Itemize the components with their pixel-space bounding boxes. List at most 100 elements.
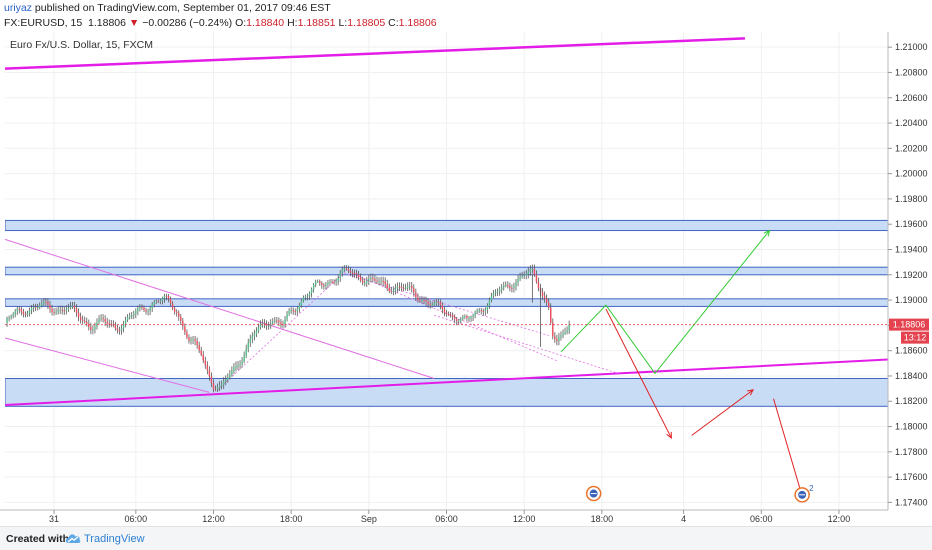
candle-body	[53, 311, 55, 314]
candle-body	[564, 331, 566, 334]
candle-body	[245, 348, 247, 356]
candle-body	[239, 364, 241, 366]
price-tick-label: 1.18600	[895, 346, 928, 356]
candle-body	[480, 310, 482, 312]
trendlines[interactable]	[4, 37, 889, 407]
candle-body	[400, 286, 403, 289]
candle-body	[206, 365, 209, 371]
candle-body	[380, 280, 382, 282]
candle-body	[482, 310, 485, 312]
candle-body	[286, 313, 288, 320]
candle-body	[531, 268, 534, 270]
candle-body	[351, 272, 354, 274]
candle-body	[294, 310, 296, 312]
candle-body	[86, 321, 88, 324]
candle-body	[96, 322, 98, 327]
candle-body	[169, 298, 172, 304]
candle-body	[413, 288, 415, 293]
candle-body	[157, 301, 160, 303]
arrowhead	[666, 431, 672, 439]
candle-body	[110, 323, 113, 325]
candle-body	[521, 275, 523, 277]
time-axis[interactable]: 31 06:00 12:00 18:00 Sep 06:00 12:00 18:00 4 06:0…	[49, 510, 850, 524]
candle-body	[222, 381, 225, 385]
time-tick-label: 06:00	[435, 514, 458, 524]
candle-body	[325, 284, 327, 286]
candle-body	[374, 279, 376, 281]
time-tick-label: 18:00	[591, 514, 614, 524]
candle-body	[302, 297, 305, 301]
candle-body	[562, 333, 564, 336]
candle-body	[59, 309, 61, 311]
candle-body	[411, 286, 413, 289]
price-tick-label: 1.19000	[895, 295, 928, 305]
candle-body	[353, 273, 356, 275]
candle-body	[231, 370, 233, 375]
projection-path	[560, 230, 770, 375]
price-tick-label: 1.19800	[895, 194, 928, 204]
high-label: H:	[287, 17, 298, 29]
last-price: 1.18806	[88, 17, 126, 29]
candle-body	[257, 327, 260, 332]
candle-body	[208, 370, 211, 377]
candle-body	[390, 291, 393, 293]
trendline	[217, 271, 345, 391]
candle-body	[490, 295, 493, 301]
candle-body	[114, 325, 117, 329]
candle-body	[439, 302, 442, 306]
candle-body	[204, 360, 207, 366]
candle-body	[408, 286, 411, 288]
candle-body	[558, 337, 560, 342]
footer-bar: Created with TradingView	[0, 526, 932, 550]
candle-body	[280, 322, 282, 324]
candle-body	[270, 322, 272, 326]
time-tick-label: 12:00	[202, 514, 225, 524]
tradingview-brand[interactable]: TradingView	[84, 533, 145, 545]
candle-body	[560, 335, 562, 338]
candle-body	[98, 319, 100, 323]
candle-body	[124, 319, 127, 325]
candle-body	[370, 277, 372, 279]
candle-body	[498, 289, 501, 292]
projection-arrows[interactable]	[560, 229, 804, 498]
price-tick-label: 1.18400	[895, 371, 928, 381]
tradingview-cloud-icon[interactable]	[64, 531, 82, 545]
candle-body	[335, 281, 337, 283]
candle-body	[345, 268, 348, 270]
candle-body	[376, 280, 378, 282]
candle-body	[12, 314, 14, 317]
candle-body	[81, 319, 84, 321]
candle-body	[79, 316, 82, 320]
candle-body	[272, 321, 274, 323]
candle-body	[317, 281, 319, 283]
candlesticks	[6, 264, 570, 393]
candle-body	[214, 389, 217, 391]
candle-body	[55, 311, 57, 314]
event-markers[interactable]: 2	[585, 484, 814, 503]
candle-body	[198, 345, 200, 351]
candle-body	[49, 304, 51, 309]
close-label: C:	[388, 17, 399, 29]
candle-body	[229, 374, 231, 378]
candle-body	[515, 282, 517, 287]
candle-body	[488, 300, 491, 306]
price-chart[interactable]: 2 1.174001.176001.178001.180001.182001.1…	[0, 32, 932, 526]
price-tick-label: 1.17800	[895, 447, 928, 457]
candle-body	[537, 281, 540, 289]
candle-body	[10, 316, 12, 318]
candle-body	[39, 305, 41, 308]
candle-body	[276, 320, 278, 322]
candle-body	[65, 309, 68, 311]
candle-body	[155, 301, 157, 303]
author-link[interactable]: uriyaz	[4, 2, 33, 14]
symbol-label: FX:EURUSD, 15	[4, 17, 83, 29]
price-axis[interactable]: 1.17400 1.17600 1.17800 1.18000 1.18200 1.184…	[888, 42, 928, 507]
candle-body	[460, 318, 462, 321]
candle-body	[329, 281, 331, 283]
candle-body	[429, 303, 431, 306]
price-tick-label: 1.20000	[895, 169, 928, 179]
candle-body	[419, 300, 421, 302]
candle-body	[349, 270, 352, 273]
candle-body	[118, 330, 121, 332]
candle-body	[525, 274, 527, 276]
